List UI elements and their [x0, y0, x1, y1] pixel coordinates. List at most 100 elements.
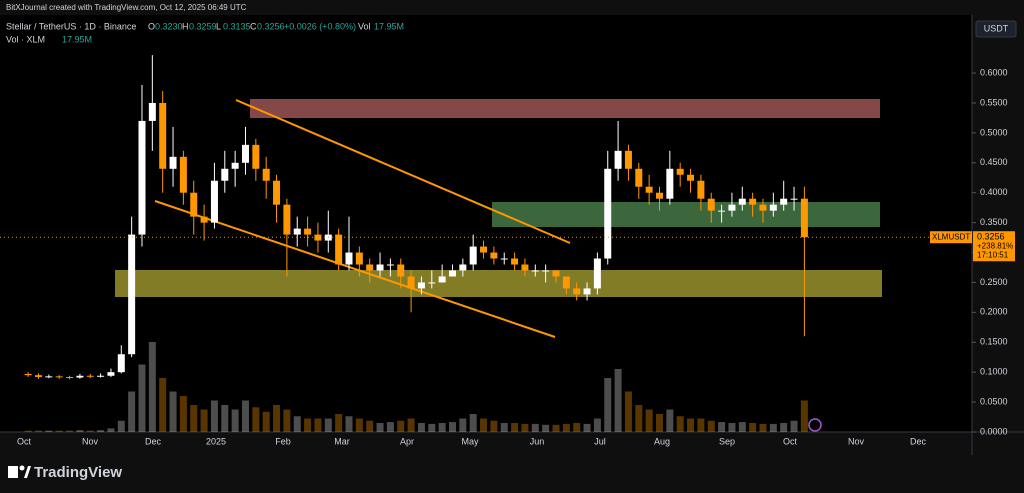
volume-bar	[293, 416, 301, 432]
candle-body	[252, 144, 260, 169]
volume-bar	[314, 418, 322, 432]
y-tick-label: 0.3500	[980, 217, 1008, 227]
volume-bar	[159, 378, 167, 432]
candle-body	[583, 288, 591, 295]
candle-body	[552, 270, 560, 277]
candle-body	[345, 252, 353, 265]
candle-body	[407, 276, 415, 289]
candle-body	[718, 210, 726, 212]
volume-bar	[521, 423, 529, 432]
trendline	[235, 99, 571, 244]
volume-bar	[459, 418, 467, 432]
y-tick-label: 0.5500	[980, 97, 1008, 107]
event-icon[interactable]	[808, 418, 822, 432]
candle-body	[738, 198, 746, 205]
x-tick-label: Jun	[530, 436, 545, 446]
volume-bar	[718, 422, 726, 432]
volume-bar	[738, 422, 746, 432]
volume-bar	[780, 423, 788, 432]
volume-bar	[76, 430, 84, 432]
volume-bar	[676, 416, 684, 432]
volume-bar	[531, 423, 539, 432]
y-tick-label: 0.0000	[980, 426, 1008, 436]
volume-bar	[438, 423, 446, 432]
volume-bar	[304, 418, 312, 432]
candle-body	[304, 228, 312, 235]
volume-bar	[552, 424, 560, 432]
volume-bar	[262, 411, 270, 432]
candle-body	[262, 168, 270, 181]
volume-bar	[573, 423, 581, 432]
candle-body	[221, 168, 229, 181]
volume-bar	[324, 418, 332, 432]
volume-bar	[200, 409, 208, 432]
volume-bar	[345, 416, 353, 432]
candle-body	[624, 150, 632, 169]
y-tick-label: 0.2000	[980, 307, 1008, 317]
candle-body	[397, 264, 405, 277]
volume-bar	[800, 400, 808, 432]
volume-bar	[34, 430, 42, 432]
currency-box[interactable]	[975, 20, 1017, 38]
volume-bar	[273, 405, 281, 432]
candle-body	[66, 376, 74, 378]
candle-body	[531, 270, 539, 272]
volume-value: 17.95M	[62, 34, 92, 44]
volume-bar	[107, 428, 115, 432]
candle-body	[707, 198, 715, 211]
logo-mark[interactable]	[8, 466, 18, 478]
candle-body	[190, 192, 198, 217]
volume-bar	[583, 423, 591, 432]
candle-body	[386, 264, 394, 266]
volume-bar	[407, 418, 415, 432]
candle-body	[241, 144, 249, 163]
volume-bar	[231, 409, 239, 432]
volume-bar	[169, 391, 177, 432]
legend-value: 0.3135	[223, 21, 251, 31]
candle-body	[759, 204, 767, 211]
x-tick-label: 2025	[206, 436, 226, 446]
volume-bar	[45, 430, 53, 432]
volume-bar	[593, 418, 601, 432]
logo-dot[interactable]	[19, 465, 25, 471]
legend-label: C	[250, 21, 257, 31]
volume-bar	[542, 424, 550, 432]
volume-bar	[210, 400, 218, 432]
volume-bar	[500, 423, 508, 432]
volume-bar	[790, 420, 798, 432]
candle-body	[635, 168, 643, 187]
demand-zone	[115, 270, 882, 297]
candle-body	[604, 168, 612, 259]
volume-bar	[397, 420, 405, 432]
candle-body	[438, 276, 446, 283]
candle-body	[138, 120, 146, 235]
price-tag-price: 0.3256	[977, 232, 1005, 242]
y-tick-label: 0.1500	[980, 337, 1008, 347]
resistance-zone	[250, 99, 880, 118]
candle-body	[273, 180, 281, 205]
logo-mark[interactable]	[24, 466, 31, 478]
volume-bar	[666, 409, 674, 432]
volume-bar	[97, 430, 105, 432]
volume-bar	[697, 418, 705, 432]
volume-bar	[138, 364, 146, 432]
candle-body	[676, 168, 684, 175]
candle-body	[780, 198, 788, 205]
volume-bar	[448, 422, 456, 432]
logo[interactable]: TradingView	[8, 464, 122, 481]
volume-bar	[66, 430, 74, 432]
candle-body	[210, 180, 218, 223]
legend-label: L	[216, 21, 221, 31]
candle-body	[76, 375, 84, 378]
candle-body	[769, 204, 777, 211]
candle-body	[45, 376, 53, 378]
volume-bar	[386, 422, 394, 432]
volume-bar	[562, 423, 570, 432]
volume-bar	[24, 430, 32, 432]
x-tick-label: Feb	[275, 436, 291, 446]
legend-label: O	[148, 21, 155, 31]
candle-body	[128, 234, 136, 355]
currency[interactable]: USDT	[984, 23, 1009, 33]
brand[interactable]: TradingView	[34, 464, 122, 481]
